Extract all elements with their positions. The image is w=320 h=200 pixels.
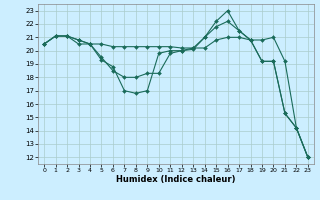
X-axis label: Humidex (Indice chaleur): Humidex (Indice chaleur) (116, 175, 236, 184)
